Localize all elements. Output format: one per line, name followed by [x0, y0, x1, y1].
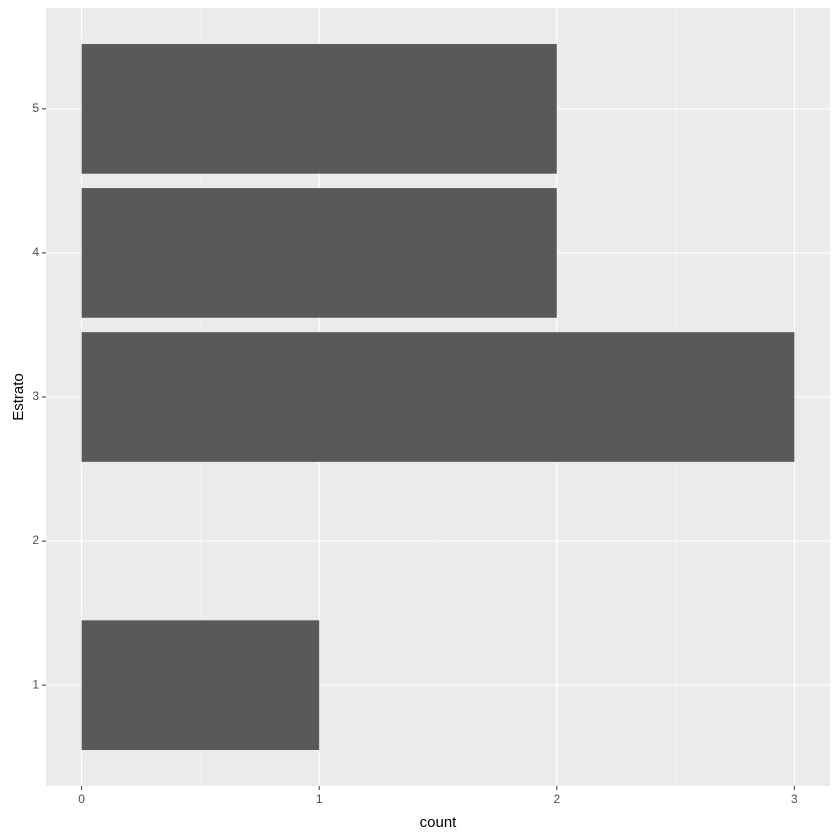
x-axis-title: count [420, 814, 458, 831]
y-tick-label: 3 [32, 389, 39, 403]
bar [81, 188, 557, 318]
x-tick-label: 3 [791, 792, 798, 806]
y-tick-label: 1 [32, 677, 39, 691]
bar [81, 332, 795, 462]
y-axis-title: Estrato [10, 373, 27, 421]
x-tick-label: 0 [78, 792, 85, 806]
marks [81, 44, 795, 750]
x-tick-label: 2 [553, 792, 560, 806]
y-tick-label: 2 [32, 533, 39, 547]
bar [81, 620, 320, 750]
y-tick-label: 5 [32, 101, 39, 115]
x-tick-label: 1 [316, 792, 323, 806]
y-tick-label: 4 [32, 245, 39, 259]
bar [81, 44, 557, 174]
